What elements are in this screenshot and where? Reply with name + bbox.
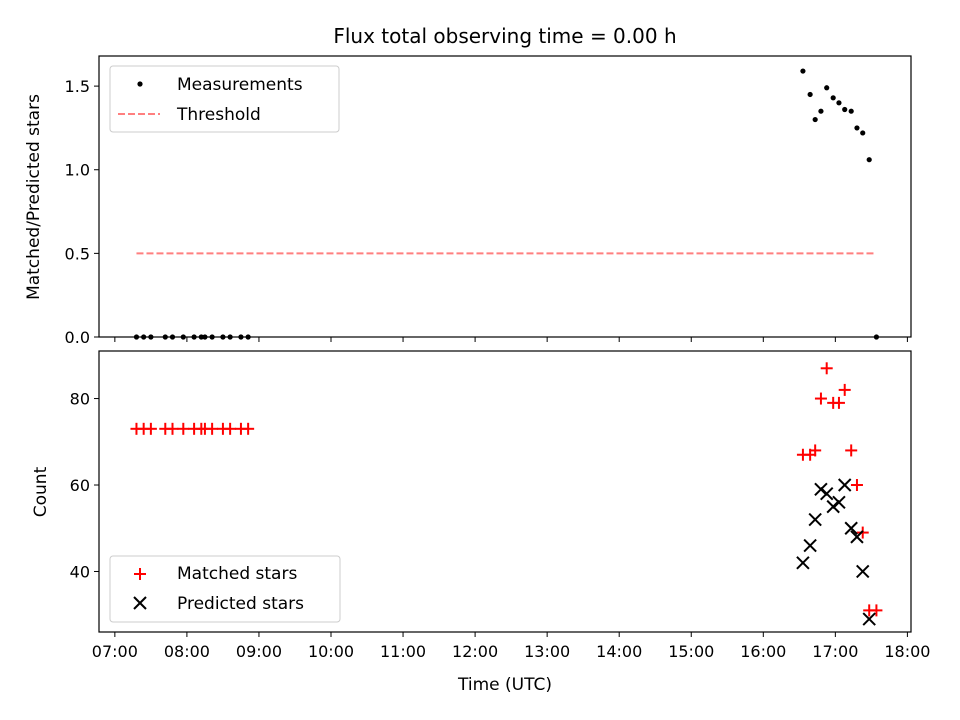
legend-measurements-label: Measurements (177, 75, 303, 95)
x-tick-label: 13:00 (524, 642, 570, 661)
predicted-stars-point (856, 564, 870, 579)
top-title: Flux total observing time = 0.00 h (333, 24, 676, 48)
top-y-tick-label: 0.0 (65, 328, 90, 347)
matched-stars-point (166, 422, 179, 435)
legend-measurements-dot-icon (137, 81, 143, 87)
top-axes-frame (98, 55, 912, 338)
predicted-stars-point (803, 538, 817, 553)
matched-stars-point (832, 396, 845, 409)
predicted-stars-point (814, 482, 828, 497)
predicted-stars-point (838, 478, 852, 492)
legend-matched-label: Matched stars (177, 564, 297, 584)
x-tick-label: 11:00 (380, 642, 426, 661)
x-tick-label: 08:00 (164, 642, 210, 661)
measurements-point (800, 68, 806, 74)
matched-stars-point (845, 444, 858, 457)
measurements-point (812, 116, 818, 123)
legend-predicted-label: Predicted stars (177, 594, 304, 614)
measurements-point (824, 85, 830, 91)
matched-stars-point (809, 444, 822, 457)
matched-stars-point (814, 392, 827, 405)
x-tick-label: 10:00 (308, 642, 354, 661)
bottom-axes-frame (98, 350, 912, 633)
matched-stars-point (850, 479, 863, 492)
bottom-y-ticks: 40 60 80 (70, 390, 99, 581)
bottom-legend-box (109, 555, 341, 623)
predicted-stars-point (832, 495, 846, 510)
top-y-ticks: 0.0 0.5 1.0 1.5 (65, 77, 99, 347)
matched-stars-point (144, 422, 157, 435)
x-tick-label: 09:00 (236, 642, 282, 661)
bottom-x-ticks: 07:00 08:00 09:00 10:00 11:00 12:00 13:00 14:00… (92, 632, 930, 661)
matched-stars-point (242, 422, 255, 435)
legend-matched-plus-icon (134, 568, 146, 580)
predicted-stars-point (826, 499, 840, 514)
measurements-point (860, 130, 866, 136)
measurements-point (818, 108, 824, 114)
x-tick-label: 18:00 (884, 642, 930, 661)
predicted-stars-point (862, 612, 876, 626)
measurements-point (866, 157, 872, 163)
x-tick-label: 15:00 (668, 642, 714, 661)
matched-stars-point (206, 422, 219, 435)
matched-stars-point (177, 422, 190, 435)
top-y-tick-label: 1.5 (65, 77, 90, 96)
x-tick-label: 07:00 (92, 642, 138, 661)
predicted-stars-point (808, 512, 822, 527)
matched-stars-point (870, 604, 883, 617)
bottom-y-tick-label: 60 (70, 476, 90, 495)
x-tick-label: 12:00 (452, 642, 498, 661)
predicted-stars-point (844, 521, 858, 535)
top-y-axis-label: Matched/Predicted stars (24, 94, 44, 300)
top-y-tick-label: 0.5 (65, 244, 90, 263)
top-legend-box (109, 65, 340, 133)
measurements-point (842, 106, 848, 113)
measurements-point (807, 91, 813, 98)
matched-stars-point (838, 383, 851, 396)
bottom-y-tick-label: 40 (70, 562, 90, 581)
x-tick-label: 16:00 (740, 642, 786, 661)
bottom-y-axis-label: Count (31, 466, 51, 517)
matched-stars-point (224, 422, 237, 435)
predicted-stars-point (850, 530, 864, 544)
top-panel: Flux total observing time = 0.00 h 0.00.… (24, 24, 912, 347)
matched-stars-point (820, 362, 833, 375)
x-tick-label: 14:00 (596, 642, 642, 661)
measurements-point (848, 108, 854, 114)
legend-threshold-label: Threshold (176, 105, 261, 125)
predicted-stars-point (819, 486, 834, 501)
top-legend: Measurements Threshold (109, 65, 340, 133)
measurements-point (830, 95, 836, 101)
top-y-tick-label: 1.0 (65, 161, 90, 180)
legend-predicted-x-icon (133, 596, 147, 610)
predicted-stars-point (796, 556, 810, 570)
bottom-y-tick-label: 80 (70, 390, 90, 409)
bottom-panel: 40 60 80 07:00 08:00 09:00 10:00 11:00 12:00 13:… (31, 350, 930, 695)
matched-stars-point (856, 526, 869, 539)
measurements-point (854, 125, 860, 131)
x-axis-label: Time (UTC) (457, 675, 552, 695)
x-tick-label: 17:00 (812, 642, 858, 661)
measurements-point (836, 100, 842, 106)
bottom-plot-marks (130, 362, 883, 626)
top-x-ticks (114, 337, 908, 342)
bottom-legend: Matched stars Predicted stars (109, 555, 341, 623)
